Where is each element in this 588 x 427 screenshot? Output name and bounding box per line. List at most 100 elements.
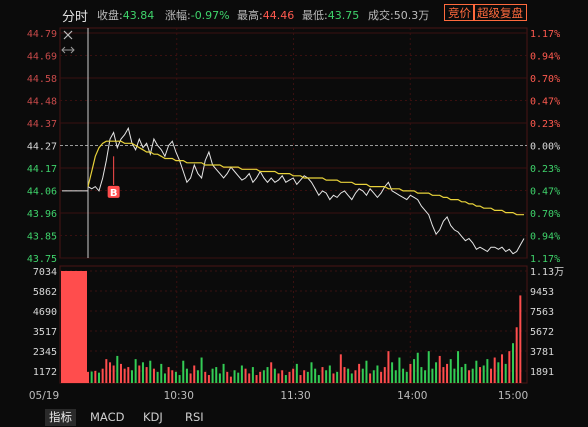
volume-bar	[471, 368, 474, 383]
tab-rsi[interactable]: RSI	[185, 410, 204, 424]
volume-bar	[475, 360, 478, 383]
volume-bar	[493, 357, 496, 383]
volume-axis-right: 1.13万 9453 7563 5672 3781 1891	[530, 267, 564, 378]
percent-tick-label: 0.00%	[530, 142, 560, 153]
volume-bar	[193, 365, 196, 383]
expand-arrows-icon[interactable]	[61, 46, 75, 54]
volume-bar	[325, 370, 328, 383]
volume-bar	[97, 372, 100, 383]
volume-bar	[149, 360, 152, 383]
volume-bar	[464, 363, 467, 383]
price-tick-label: 43.85	[27, 232, 57, 243]
volume-bar	[211, 368, 214, 383]
volume-bar	[372, 370, 375, 383]
volume-bar	[255, 375, 258, 383]
volume-bar	[405, 371, 408, 383]
volume-bar	[273, 368, 276, 383]
chart-header: 分时 收盘:43.84 涨幅:-0.97% 最高:44.46 最低:43.75 …	[0, 0, 588, 26]
volume-bar	[321, 367, 324, 383]
change-label: 涨幅:-0.97%	[165, 9, 230, 22]
volume-bar	[171, 370, 174, 383]
volume-bar	[427, 351, 430, 383]
volume-bar	[317, 375, 320, 383]
percent-tick-label: 0.70%	[530, 74, 560, 85]
volume-bar	[123, 368, 126, 383]
super-replay-button[interactable]: 超级复盘	[473, 4, 527, 21]
volume-bar	[134, 359, 137, 383]
volume-bar	[314, 368, 317, 383]
tab-kdj[interactable]: KDJ	[143, 410, 163, 424]
volume-bar	[394, 370, 397, 383]
price-tick-label: 44.17	[27, 164, 57, 175]
volume-bar	[277, 373, 280, 383]
volume-bar	[156, 371, 159, 383]
percent-tick-label: 0.47%	[530, 97, 560, 108]
volume-bar	[244, 368, 247, 383]
time-tick-label: 14:00	[397, 390, 427, 402]
volume-bar	[438, 355, 441, 383]
percent-tick-label: 1.17%	[530, 29, 560, 40]
volume-bar	[288, 371, 291, 383]
volume-bar	[468, 370, 471, 383]
volume-bar	[90, 371, 93, 383]
volume-bar	[237, 372, 240, 383]
volume-axis-left: 7034 5862 4690 3517 2345 1172	[33, 267, 57, 378]
time-tick-label: 15:00	[498, 390, 528, 402]
volume-bar	[182, 360, 185, 383]
volume-bar	[343, 367, 346, 383]
time-axis: 05/19 10:30 11:30 14:00 15:00	[29, 390, 528, 402]
volume-tick-label: 3517	[33, 327, 57, 338]
volume-bar	[310, 362, 313, 383]
volume-bar	[358, 363, 361, 383]
volume-bar	[266, 367, 269, 383]
volume-bar	[420, 367, 423, 383]
volume-bar	[108, 362, 111, 383]
indicator-tabs: 指标 MACD KDJ RSI	[0, 407, 588, 427]
volume-bar	[365, 360, 368, 383]
volume-bar	[490, 368, 493, 383]
volume-bar	[431, 368, 434, 383]
volume-bar	[339, 354, 342, 383]
price-lines: B	[62, 28, 525, 258]
low-value: 43.75	[327, 9, 360, 22]
volume-bar	[402, 368, 405, 383]
tab-indicator[interactable]: 指标	[45, 409, 76, 426]
volume-bar	[167, 367, 170, 383]
volume-bar	[354, 370, 357, 383]
price-tick-label: 44.58	[27, 74, 57, 85]
volume-bar	[413, 359, 416, 383]
volume-bar	[229, 376, 232, 383]
chart-mode-title[interactable]: 分时	[62, 10, 89, 25]
percent-tick-label: 1.17%	[530, 254, 560, 265]
close-value: 43.84	[122, 9, 155, 22]
volume-bar	[87, 371, 89, 383]
close-icon[interactable]	[63, 30, 73, 40]
volume-value: 50.3万	[393, 9, 430, 22]
volume-tick-label-right: 3781	[530, 347, 554, 358]
volume-bar	[189, 373, 192, 383]
buy-marker-label: B	[110, 188, 118, 199]
volume-bar	[160, 363, 163, 383]
volume-bar	[380, 371, 383, 383]
volume-bar	[130, 370, 133, 383]
percent-tick-label: 0.94%	[530, 232, 560, 243]
intraday-chart[interactable]: 44.79 44.69 44.58 44.48 44.37 44.27 44.17 44.06…	[0, 0, 588, 407]
volume-bar	[361, 368, 364, 383]
tab-macd[interactable]: MACD	[90, 410, 125, 424]
volume-tick-label: 4690	[33, 307, 57, 318]
price-tick-label: 44.48	[27, 97, 57, 108]
volume-bar	[398, 357, 401, 383]
volume-bar	[248, 373, 251, 383]
volume-bar	[61, 271, 87, 383]
volume-bar	[141, 362, 144, 383]
volume-bar	[94, 370, 97, 383]
time-tick-label: 05/19	[29, 390, 59, 402]
bid-button[interactable]: 竞价	[444, 4, 475, 21]
volume-bar	[112, 365, 115, 383]
volume-tick-label: 2345	[33, 347, 57, 358]
volume-bar	[295, 363, 298, 383]
time-tick-label: 10:30	[164, 390, 194, 402]
volume-bar	[376, 365, 379, 383]
price-tick-label: 43.96	[27, 209, 57, 220]
chart-grid	[59, 27, 528, 384]
